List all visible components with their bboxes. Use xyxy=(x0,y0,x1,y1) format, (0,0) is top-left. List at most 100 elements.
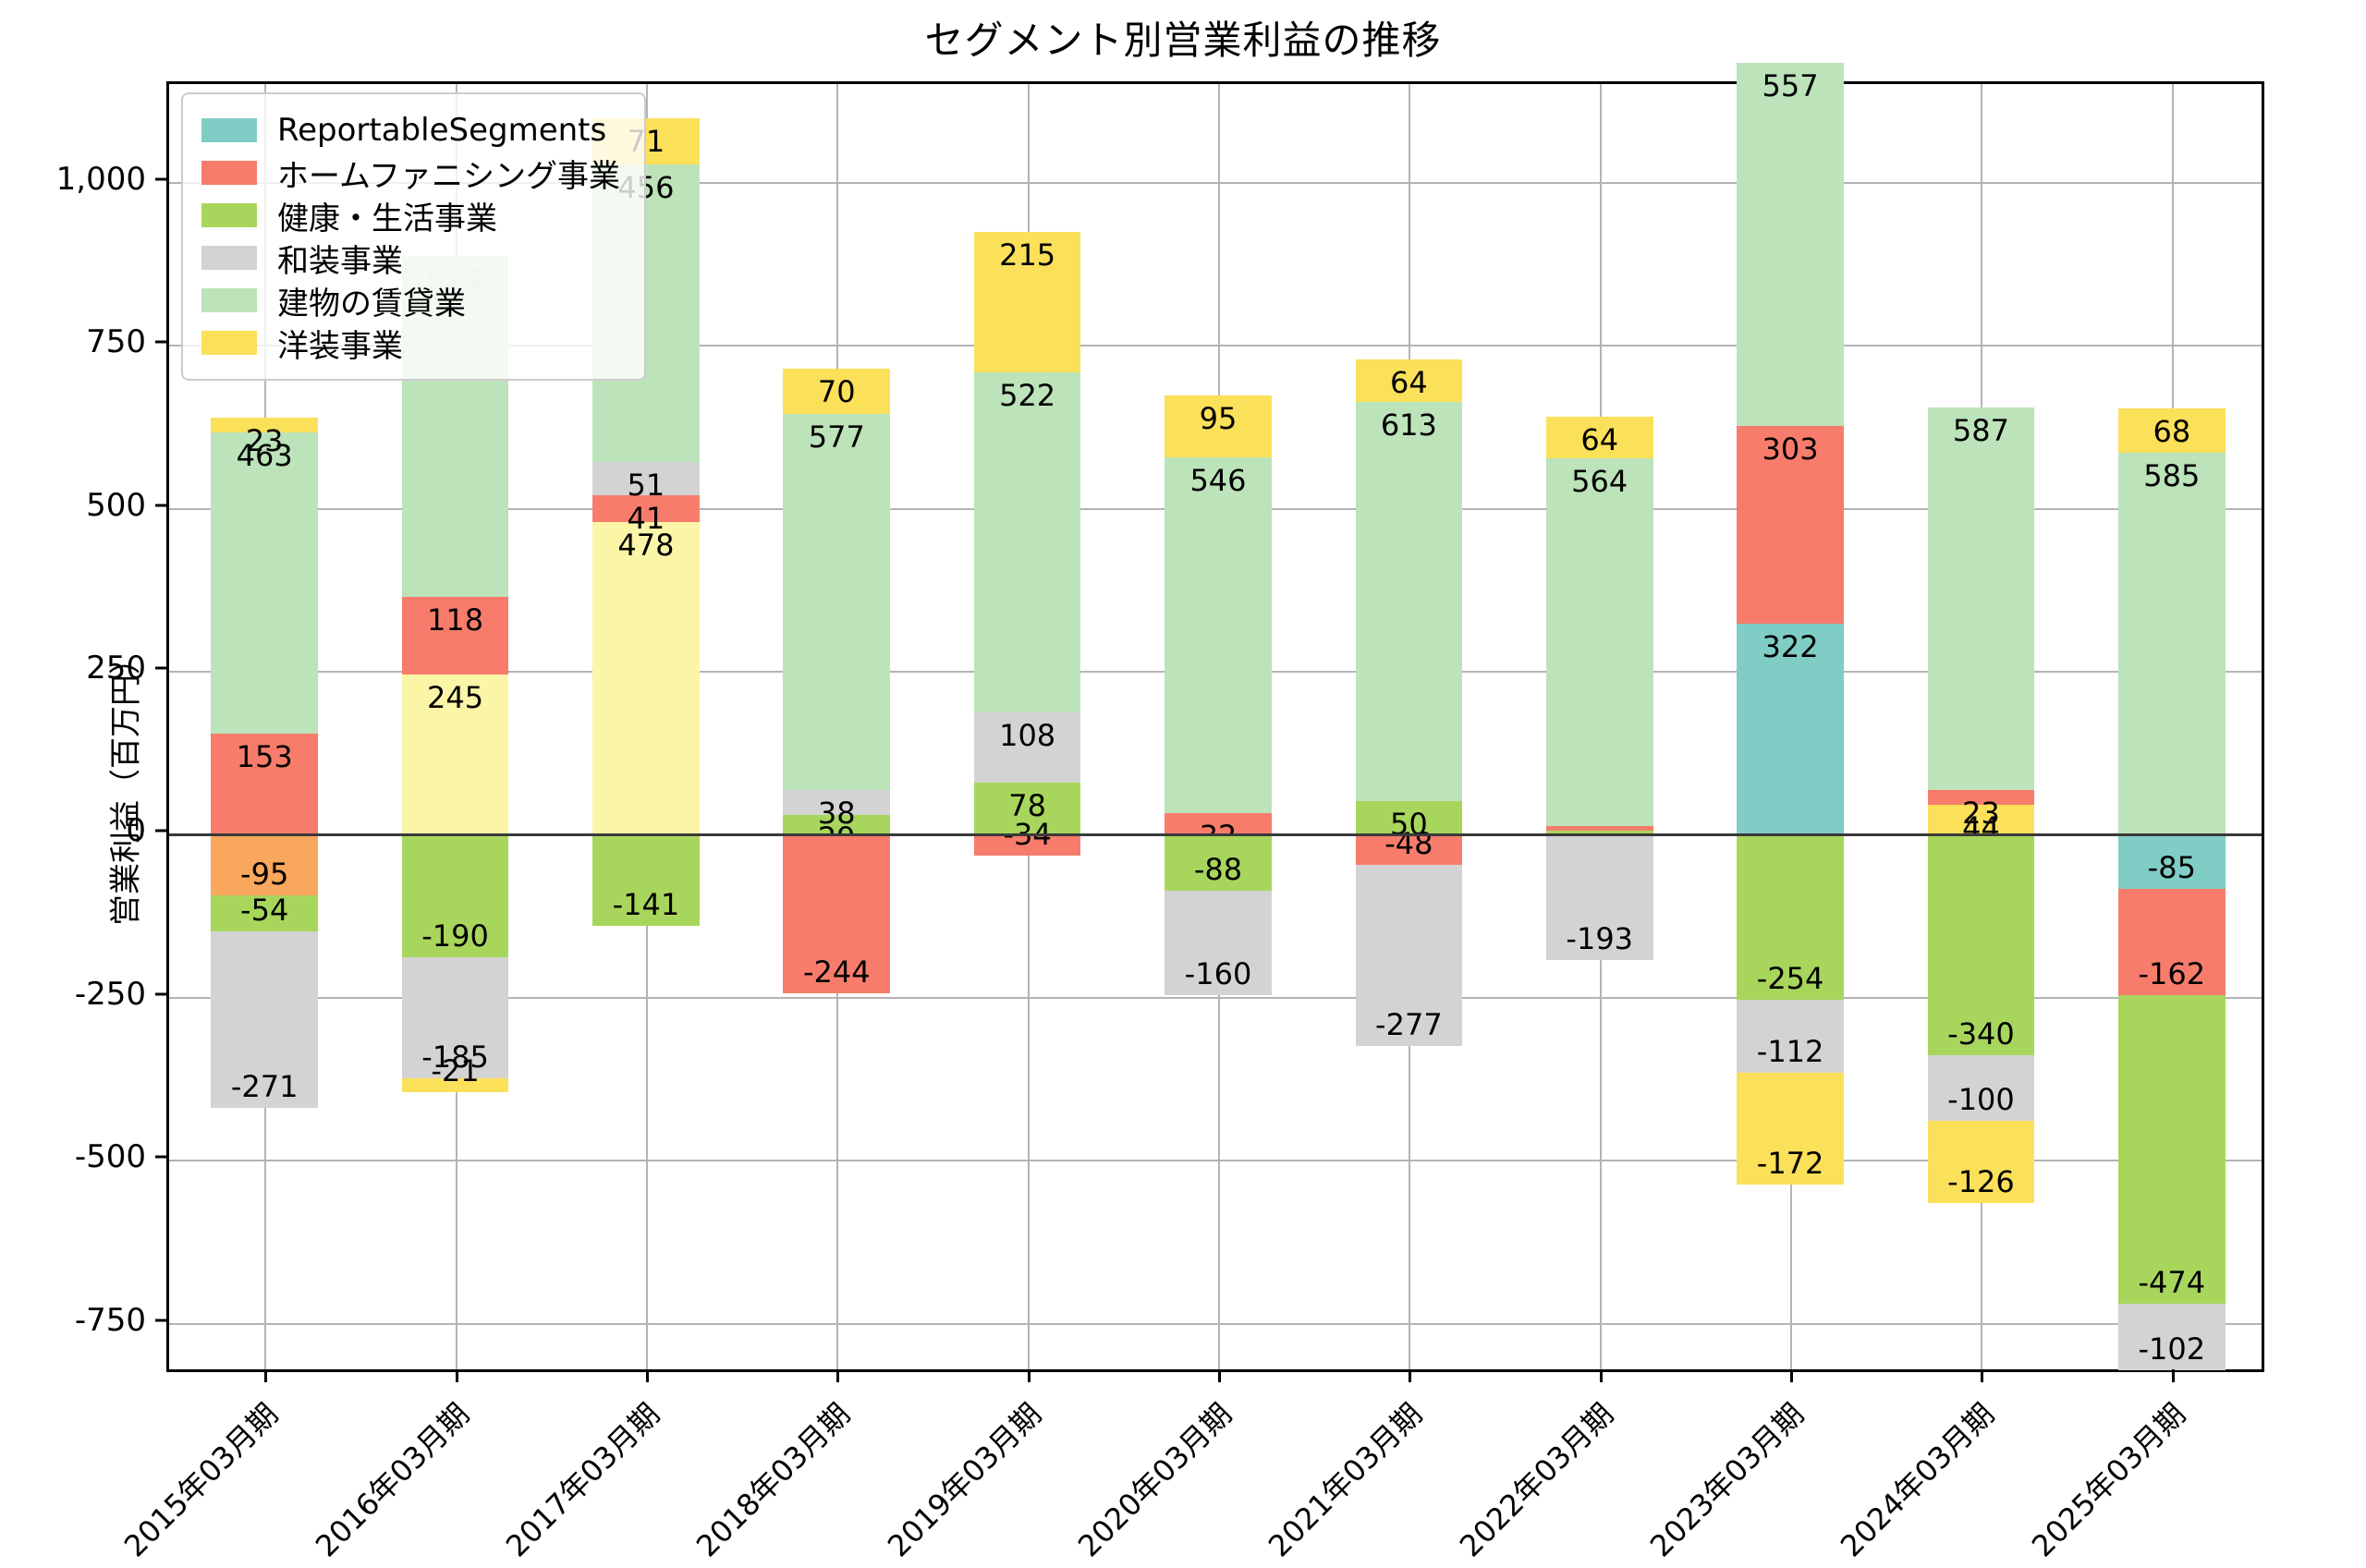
bar-segment[interactable] xyxy=(1737,63,1844,427)
x-tick-label: 2020年03月期 xyxy=(1070,1396,1239,1564)
x-tick-mark xyxy=(836,1369,840,1382)
x-tick-mark xyxy=(645,1369,649,1382)
legend-label: 建物の賃貸業 xyxy=(277,285,466,322)
y-tick-label: 500 xyxy=(86,486,146,524)
bar-segment[interactable] xyxy=(211,895,318,931)
bar-segment[interactable] xyxy=(2118,889,2226,995)
bar-segment[interactable] xyxy=(1355,833,1463,866)
bar-segment[interactable] xyxy=(1355,359,1463,402)
y-tick-mark xyxy=(155,340,168,344)
bar-stack[interactable]: 44 23 587 -340 -100 -126 xyxy=(1927,84,2035,1369)
y-tick-mark xyxy=(155,992,168,996)
bar-segment[interactable] xyxy=(973,232,1081,372)
bar-segment[interactable] xyxy=(1737,1072,1844,1185)
bar-segment[interactable] xyxy=(1927,790,2035,806)
x-tick-mark xyxy=(1599,1369,1603,1382)
bar-segment[interactable] xyxy=(1165,812,1272,834)
bar-segment[interactable] xyxy=(973,833,1081,857)
y-tick-label: 1,000 xyxy=(55,160,146,198)
bar-segment[interactable] xyxy=(1737,624,1844,834)
bar-stack[interactable]: 3254695-88-160 xyxy=(1165,84,1272,1369)
bar-segment[interactable] xyxy=(1355,865,1463,1046)
bar-segment[interactable] xyxy=(783,414,891,791)
bar-segment[interactable] xyxy=(2118,452,2226,834)
bar-segment[interactable] xyxy=(401,1077,509,1092)
y-tick-label: -250 xyxy=(74,975,146,1013)
x-tick-mark xyxy=(1790,1369,1794,1382)
bar-segment[interactable] xyxy=(973,783,1081,834)
bar-stack[interactable]: 585 68 -85 -162 -474 -102 xyxy=(2118,84,2226,1371)
legend-item[interactable]: 洋装事業 xyxy=(201,322,620,365)
y-tick-label: -500 xyxy=(74,1138,146,1176)
bar-segment[interactable] xyxy=(973,371,1081,713)
bar-segment[interactable] xyxy=(1545,416,1653,458)
bar-segment[interactable] xyxy=(2118,407,2226,453)
bar-segment[interactable] xyxy=(211,833,318,896)
y-tick-mark xyxy=(155,829,168,833)
bar-stack[interactable]: 322 303 557 -254 -112 -172 xyxy=(1737,63,1844,1369)
bar-segment[interactable] xyxy=(211,417,318,432)
bar-segment[interactable] xyxy=(973,712,1081,784)
bar-segment[interactable] xyxy=(401,957,509,1078)
bar-segment[interactable] xyxy=(783,833,891,993)
bar-segment[interactable] xyxy=(1545,457,1653,826)
legend-swatch-icon xyxy=(201,203,257,227)
legend-item[interactable]: 健康・生活事業 xyxy=(201,194,620,237)
legend-label: 和装事業 xyxy=(277,242,403,280)
bar-segment[interactable] xyxy=(1165,833,1272,892)
x-tick-label: 2018年03月期 xyxy=(689,1396,858,1564)
x-tick-label: 2024年03月期 xyxy=(1834,1396,2002,1564)
y-tick-mark xyxy=(155,504,168,507)
bar-segment[interactable] xyxy=(2118,994,2226,1305)
bar-segment[interactable] xyxy=(592,495,700,523)
x-tick-mark xyxy=(455,1369,458,1382)
legend-swatch-icon xyxy=(201,331,257,355)
bar-stack[interactable]: 5756464-193 xyxy=(1545,84,1653,1369)
bar-segment[interactable] xyxy=(1737,833,1844,1000)
bar-segment[interactable] xyxy=(592,522,700,834)
x-tick-mark xyxy=(2171,1369,2175,1382)
legend-swatch-icon xyxy=(201,246,257,270)
zero-line xyxy=(169,833,2262,837)
bar-segment[interactable] xyxy=(211,734,318,834)
x-tick-label: 2016年03月期 xyxy=(308,1396,476,1564)
bar-segment[interactable] xyxy=(1927,407,2035,791)
gridline xyxy=(169,1160,2262,1162)
x-tick-label: 2025年03月期 xyxy=(2024,1396,2192,1564)
bar-segment[interactable] xyxy=(1927,833,2035,1056)
bar-segment[interactable] xyxy=(401,674,509,834)
bar-segment[interactable] xyxy=(1737,426,1844,625)
legend-item[interactable]: ホームファニシング事業 xyxy=(201,152,620,195)
legend-item[interactable]: ReportableSegments xyxy=(201,109,620,152)
bar-segment[interactable] xyxy=(1927,1055,2035,1121)
bar-segment[interactable] xyxy=(1737,999,1844,1073)
bar-segment[interactable] xyxy=(2118,833,2226,890)
bar-segment[interactable] xyxy=(1165,456,1272,813)
bar-segment[interactable] xyxy=(401,597,509,675)
bar-segment[interactable] xyxy=(592,462,700,496)
bar-segment[interactable] xyxy=(211,432,318,735)
bar-segment[interactable] xyxy=(592,833,700,926)
bar-segment[interactable] xyxy=(2118,1304,2226,1371)
bar-segment[interactable] xyxy=(1545,830,1653,834)
bar-segment[interactable] xyxy=(211,930,318,1108)
bar-segment[interactable] xyxy=(1165,891,1272,996)
x-tick-label: 2022年03月期 xyxy=(1452,1396,1620,1564)
bar-segment[interactable] xyxy=(1355,401,1463,802)
bar-segment[interactable] xyxy=(1927,1120,2035,1203)
bar-segment[interactable] xyxy=(401,833,509,958)
bar-stack[interactable]: 78 108 522 215 -34 xyxy=(973,84,1081,1369)
bar-segment[interactable] xyxy=(783,814,891,834)
bar-segment[interactable] xyxy=(1165,395,1272,457)
legend-item[interactable]: 和装事業 xyxy=(201,237,620,280)
bar-segment[interactable] xyxy=(1355,801,1463,834)
legend-item[interactable]: 建物の賃貸業 xyxy=(201,279,620,322)
bar-stack[interactable]: 50 613 64 -48 -277 xyxy=(1355,84,1463,1369)
bar-segment[interactable] xyxy=(783,790,891,815)
bar-segment[interactable] xyxy=(783,368,891,414)
bar-stack[interactable]: 293857770-244 xyxy=(783,84,891,1369)
bar-segment[interactable] xyxy=(1545,825,1653,831)
chart-title: セグメント別営業利益の推移 xyxy=(924,18,1442,63)
bar-segment[interactable] xyxy=(1927,805,2035,834)
bar-segment[interactable] xyxy=(1545,833,1653,960)
